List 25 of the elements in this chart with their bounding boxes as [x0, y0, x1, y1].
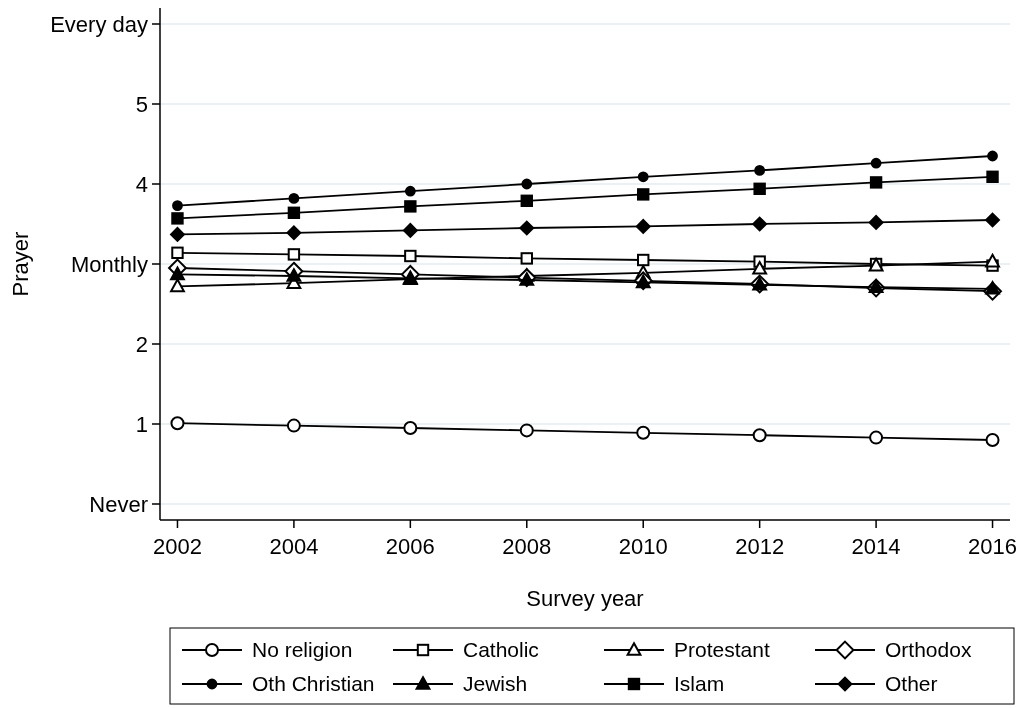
legend-label: Jewish	[463, 672, 528, 696]
y-tick-label: Every day	[50, 11, 148, 37]
y-tick-label: Monthly	[70, 251, 148, 277]
legend-label: Protestant	[674, 638, 770, 662]
legend-label: Catholic	[463, 638, 539, 662]
x-tick-label: 2012	[735, 534, 785, 559]
y-tick-label: 1	[135, 411, 148, 437]
y-tick-label: 4	[135, 171, 148, 197]
y-axis-title: Prayer	[8, 231, 33, 297]
y-tick-label: 2	[135, 331, 148, 357]
legend-label: Orthodox	[885, 638, 972, 662]
legend-label: Oth Christian	[252, 672, 375, 696]
legend-label: Islam	[674, 672, 725, 696]
x-tick-label: 2006	[385, 534, 435, 559]
x-tick-label: 2010	[618, 534, 668, 559]
x-tick-label: 2016	[968, 534, 1018, 559]
legend-label: Other	[885, 672, 938, 696]
x-tick-label: 2014	[851, 534, 901, 559]
y-tick-label: 5	[135, 91, 148, 117]
x-tick-label: 2002	[152, 534, 202, 559]
x-tick-label: 2008	[502, 534, 552, 559]
y-tick-label: Never	[89, 491, 148, 517]
x-tick-label: 2004	[269, 534, 319, 559]
legend-label: No religion	[252, 638, 353, 662]
x-axis-title: Survey year	[526, 586, 644, 611]
